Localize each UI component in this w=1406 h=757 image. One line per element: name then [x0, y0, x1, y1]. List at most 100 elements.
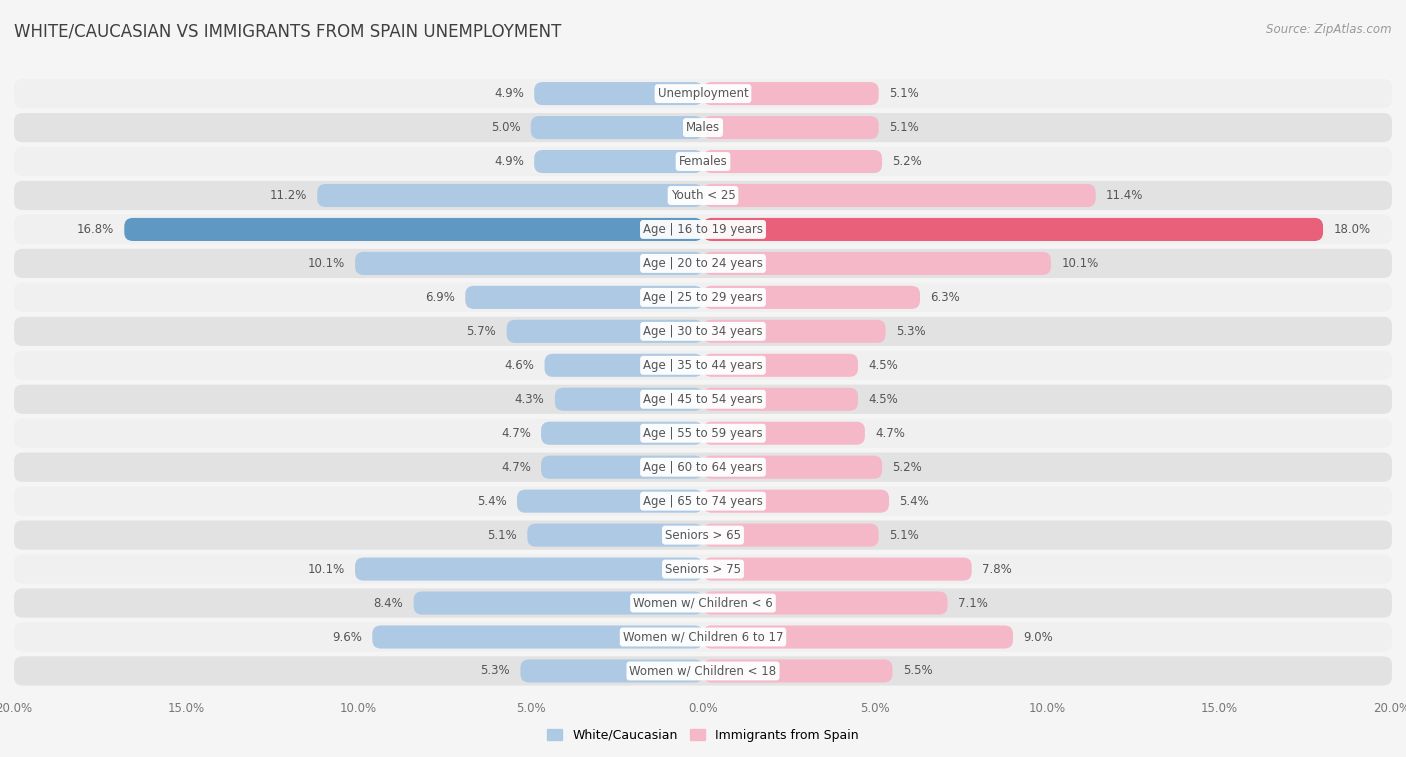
FancyBboxPatch shape — [527, 524, 703, 547]
FancyBboxPatch shape — [703, 116, 879, 139]
Text: 10.1%: 10.1% — [308, 257, 344, 270]
Text: 5.0%: 5.0% — [491, 121, 520, 134]
FancyBboxPatch shape — [555, 388, 703, 411]
Text: 16.8%: 16.8% — [77, 223, 114, 236]
FancyBboxPatch shape — [14, 283, 1392, 312]
Text: 9.6%: 9.6% — [332, 631, 361, 643]
FancyBboxPatch shape — [14, 385, 1392, 414]
FancyBboxPatch shape — [14, 521, 1392, 550]
Text: Seniors > 75: Seniors > 75 — [665, 562, 741, 575]
FancyBboxPatch shape — [703, 82, 879, 105]
FancyBboxPatch shape — [703, 456, 882, 478]
FancyBboxPatch shape — [703, 388, 858, 411]
Text: 9.0%: 9.0% — [1024, 631, 1053, 643]
Text: Women w/ Children < 6: Women w/ Children < 6 — [633, 597, 773, 609]
Text: Age | 60 to 64 years: Age | 60 to 64 years — [643, 461, 763, 474]
FancyBboxPatch shape — [373, 625, 703, 649]
FancyBboxPatch shape — [14, 79, 1392, 108]
Text: 5.3%: 5.3% — [896, 325, 925, 338]
Text: 5.5%: 5.5% — [903, 665, 932, 678]
Text: 5.3%: 5.3% — [481, 665, 510, 678]
FancyBboxPatch shape — [703, 524, 879, 547]
Text: 11.4%: 11.4% — [1107, 189, 1143, 202]
FancyBboxPatch shape — [534, 150, 703, 173]
Text: 18.0%: 18.0% — [1333, 223, 1371, 236]
FancyBboxPatch shape — [14, 453, 1392, 481]
Text: 4.9%: 4.9% — [494, 87, 524, 100]
Text: Age | 20 to 24 years: Age | 20 to 24 years — [643, 257, 763, 270]
FancyBboxPatch shape — [465, 286, 703, 309]
Text: WHITE/CAUCASIAN VS IMMIGRANTS FROM SPAIN UNEMPLOYMENT: WHITE/CAUCASIAN VS IMMIGRANTS FROM SPAIN… — [14, 23, 561, 41]
Text: Women w/ Children 6 to 17: Women w/ Children 6 to 17 — [623, 631, 783, 643]
FancyBboxPatch shape — [703, 286, 920, 309]
Text: 10.1%: 10.1% — [308, 562, 344, 575]
FancyBboxPatch shape — [356, 252, 703, 275]
FancyBboxPatch shape — [703, 319, 886, 343]
Text: 5.4%: 5.4% — [900, 494, 929, 508]
Text: Age | 35 to 44 years: Age | 35 to 44 years — [643, 359, 763, 372]
FancyBboxPatch shape — [703, 558, 972, 581]
FancyBboxPatch shape — [703, 252, 1050, 275]
Text: 5.1%: 5.1% — [889, 528, 918, 541]
FancyBboxPatch shape — [14, 215, 1392, 244]
FancyBboxPatch shape — [14, 249, 1392, 278]
FancyBboxPatch shape — [14, 622, 1392, 652]
Text: 8.4%: 8.4% — [374, 597, 404, 609]
Text: 6.3%: 6.3% — [931, 291, 960, 304]
Text: Age | 65 to 74 years: Age | 65 to 74 years — [643, 494, 763, 508]
FancyBboxPatch shape — [703, 354, 858, 377]
Text: 5.1%: 5.1% — [889, 87, 918, 100]
Text: 4.7%: 4.7% — [875, 427, 905, 440]
Text: 4.5%: 4.5% — [869, 359, 898, 372]
FancyBboxPatch shape — [544, 354, 703, 377]
FancyBboxPatch shape — [356, 558, 703, 581]
FancyBboxPatch shape — [14, 316, 1392, 346]
FancyBboxPatch shape — [703, 659, 893, 683]
Text: Unemployment: Unemployment — [658, 87, 748, 100]
FancyBboxPatch shape — [124, 218, 703, 241]
Legend: White/Caucasian, Immigrants from Spain: White/Caucasian, Immigrants from Spain — [543, 724, 863, 746]
Text: Youth < 25: Youth < 25 — [671, 189, 735, 202]
Text: 4.7%: 4.7% — [501, 461, 531, 474]
FancyBboxPatch shape — [703, 490, 889, 512]
FancyBboxPatch shape — [534, 82, 703, 105]
Text: Age | 16 to 19 years: Age | 16 to 19 years — [643, 223, 763, 236]
Text: Women w/ Children < 18: Women w/ Children < 18 — [630, 665, 776, 678]
Text: 7.8%: 7.8% — [981, 562, 1012, 575]
FancyBboxPatch shape — [14, 554, 1392, 584]
FancyBboxPatch shape — [14, 350, 1392, 380]
Text: 5.1%: 5.1% — [488, 528, 517, 541]
FancyBboxPatch shape — [541, 456, 703, 478]
FancyBboxPatch shape — [541, 422, 703, 445]
FancyBboxPatch shape — [318, 184, 703, 207]
FancyBboxPatch shape — [703, 184, 1095, 207]
Text: 5.2%: 5.2% — [893, 155, 922, 168]
Text: 4.3%: 4.3% — [515, 393, 544, 406]
Text: 11.2%: 11.2% — [270, 189, 307, 202]
Text: 4.5%: 4.5% — [869, 393, 898, 406]
Text: Age | 55 to 59 years: Age | 55 to 59 years — [643, 427, 763, 440]
Text: Seniors > 65: Seniors > 65 — [665, 528, 741, 541]
Text: Source: ZipAtlas.com: Source: ZipAtlas.com — [1267, 23, 1392, 36]
Text: Males: Males — [686, 121, 720, 134]
FancyBboxPatch shape — [14, 147, 1392, 176]
Text: 6.9%: 6.9% — [425, 291, 456, 304]
Text: Age | 30 to 34 years: Age | 30 to 34 years — [643, 325, 763, 338]
Text: 5.1%: 5.1% — [889, 121, 918, 134]
FancyBboxPatch shape — [703, 591, 948, 615]
Text: 4.7%: 4.7% — [501, 427, 531, 440]
Text: Females: Females — [679, 155, 727, 168]
FancyBboxPatch shape — [14, 588, 1392, 618]
Text: Age | 25 to 29 years: Age | 25 to 29 years — [643, 291, 763, 304]
FancyBboxPatch shape — [703, 422, 865, 445]
FancyBboxPatch shape — [14, 113, 1392, 142]
FancyBboxPatch shape — [531, 116, 703, 139]
Text: 4.6%: 4.6% — [505, 359, 534, 372]
FancyBboxPatch shape — [520, 659, 703, 683]
Text: 5.2%: 5.2% — [893, 461, 922, 474]
FancyBboxPatch shape — [703, 625, 1012, 649]
Text: Age | 45 to 54 years: Age | 45 to 54 years — [643, 393, 763, 406]
FancyBboxPatch shape — [14, 487, 1392, 516]
FancyBboxPatch shape — [14, 181, 1392, 210]
Text: 10.1%: 10.1% — [1062, 257, 1098, 270]
